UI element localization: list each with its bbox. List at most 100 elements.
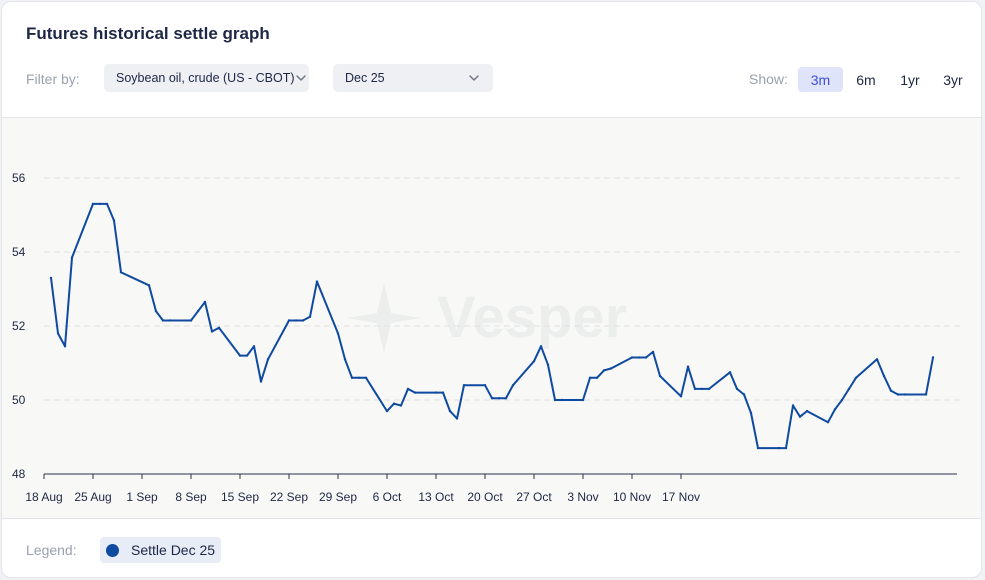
data-point [245,354,249,357]
data-point [63,345,67,348]
data-point [462,384,466,387]
data-point [679,395,683,398]
y-axis: 48 50 52 54 56 [12,171,26,481]
data-point [826,421,830,424]
data-point [756,446,760,450]
x-tick-label: 15 Sep [221,490,259,504]
page-title: Futures historical settle graph [26,24,270,43]
y-tick-label: 56 [12,171,26,185]
commodity-select[interactable]: Soybean oil, crude (US - CBOT) [104,64,309,92]
data-point [903,393,907,396]
legend-item-label: Settle Dec 25 [131,542,216,558]
watermark: Vesper [347,283,627,353]
data-point [875,358,879,361]
data-point [595,376,599,379]
x-tick-label: 17 Nov [662,490,700,504]
filter-label: Filter by: [26,71,80,87]
data-point [931,356,935,359]
data-point [189,319,193,322]
chart-area: Vesper 48 50 52 54 56 18 Aug 25 Aug 1 Sep 8 Sep… [2,117,981,519]
data-point [728,371,732,374]
data-point [609,367,613,370]
star-icon [347,283,421,353]
data-point [735,387,739,391]
data-point [49,276,53,280]
data-point [301,319,305,322]
x-tick-label: 22 Sep [270,490,308,504]
data-point [147,284,151,287]
data-point [539,345,543,348]
data-point [287,319,291,322]
data-point [854,376,858,379]
data-point [490,397,494,400]
data-point [441,391,445,394]
x-tick-label: 8 Sep [175,490,207,504]
data-point [511,384,515,387]
commodity-select-value: Soybean oil, crude (US - CBOT) [116,71,295,85]
watermark-text: Vesper [437,285,627,350]
data-point [546,363,550,366]
data-point [749,411,753,415]
x-tick-label: 3 Nov [567,490,598,504]
series-group [49,202,935,450]
data-point [504,397,508,400]
data-point [350,376,354,379]
y-tick-label: 48 [12,467,26,481]
data-point [385,409,389,413]
data-point [644,356,648,359]
data-point [406,387,410,391]
data-point [791,404,795,407]
data-point [413,391,417,394]
range-3m-button[interactable]: 3m [798,67,843,92]
chevron-down-icon [295,71,307,85]
data-point [448,409,452,413]
data-point [112,219,116,222]
contract-select[interactable]: Dec 25 [333,64,493,92]
data-point [392,402,396,405]
x-tick-label: 29 Sep [319,490,357,504]
data-point [581,398,585,402]
data-point [70,256,74,259]
data-point [924,393,928,396]
data-point [532,360,536,363]
data-point [91,202,95,206]
range-1yr-button[interactable]: 1yr [900,71,920,88]
x-tick-label: 13 Oct [418,490,454,504]
data-point [693,387,697,391]
x-tick-label: 20 Oct [467,490,503,504]
y-tick-label: 54 [12,245,26,259]
data-point [483,384,487,387]
data-point [168,319,172,322]
data-point [637,356,641,359]
data-point [686,365,690,368]
data-point [315,280,319,283]
data-point [658,374,662,378]
y-tick-label: 50 [12,393,26,407]
x-tick-label: 18 Aug [25,490,62,504]
data-point [364,376,368,379]
data-point [119,271,123,274]
data-point [343,358,347,361]
data-point [154,310,158,313]
data-point [161,319,165,322]
data-point [707,387,711,391]
x-tick-label: 1 Sep [126,490,158,504]
data-point [777,446,781,450]
data-point [357,376,361,379]
chevron-down-icon [467,71,481,85]
data-point [399,404,403,407]
legend-item-settle[interactable]: Settle Dec 25 [100,537,221,563]
data-point [434,391,438,394]
data-point [98,202,102,206]
data-point [588,376,592,379]
data-point [259,380,263,383]
legend-swatch [106,543,119,557]
range-3yr-button[interactable]: 3yr [943,71,963,88]
y-tick-label: 52 [12,319,26,333]
data-point [798,415,802,418]
data-point [105,202,109,206]
range-6m-button[interactable]: 6m [856,71,876,88]
data-point [840,398,844,402]
x-axis: 18 Aug 25 Aug 1 Sep 8 Sep 15 Sep 22 Sep 29 Sep… [25,473,957,504]
